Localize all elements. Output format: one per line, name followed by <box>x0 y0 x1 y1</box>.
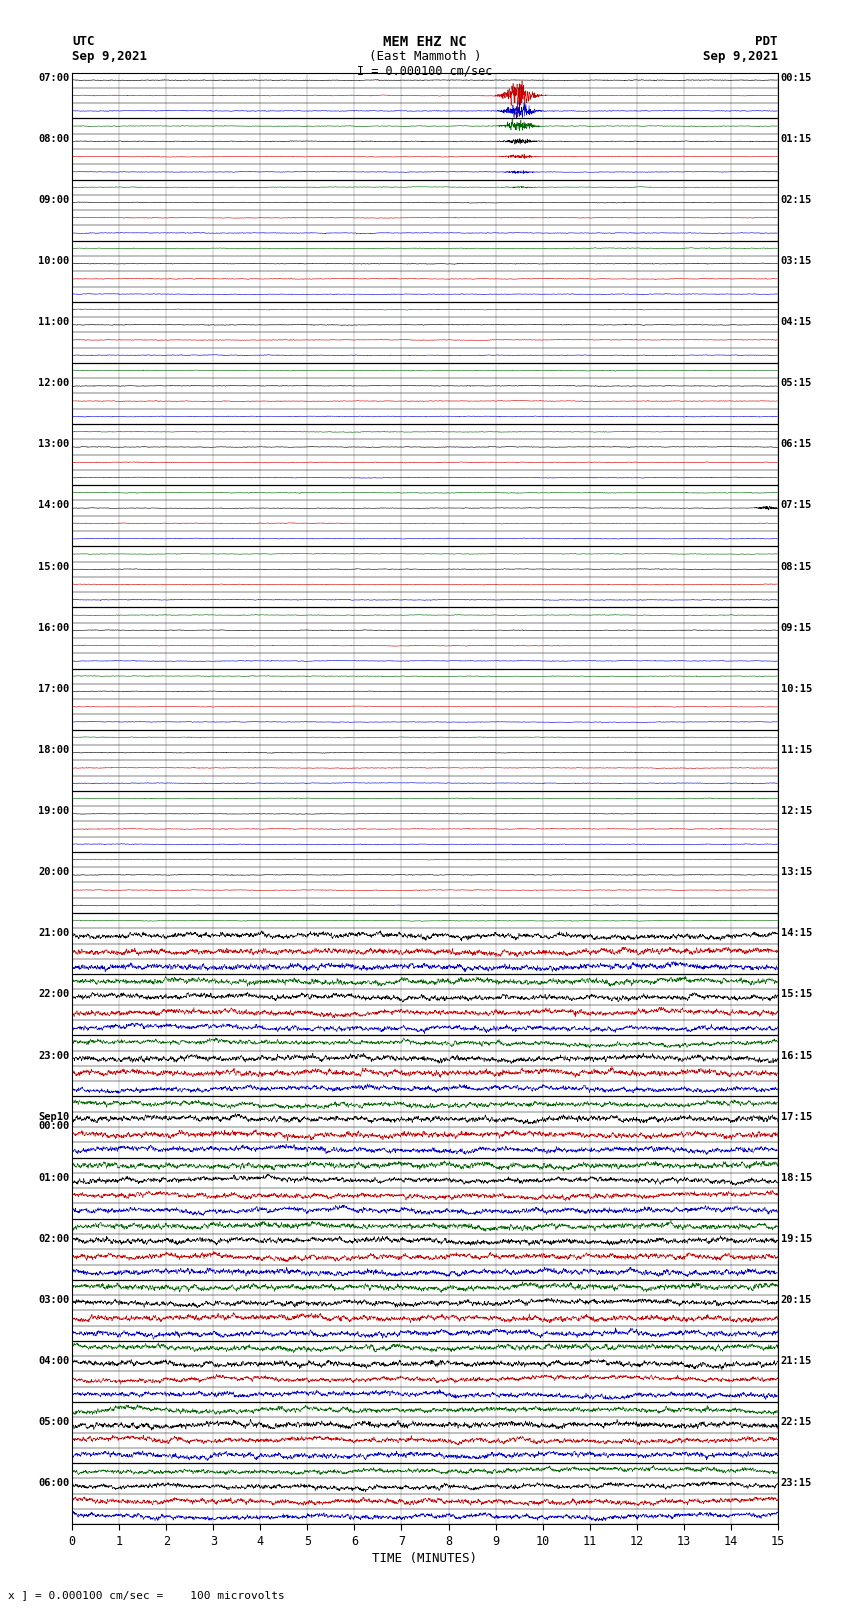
Text: 14:15: 14:15 <box>780 929 812 939</box>
Text: 07:15: 07:15 <box>780 500 812 510</box>
Text: 14:00: 14:00 <box>38 500 70 510</box>
Text: MEM EHZ NC: MEM EHZ NC <box>383 35 467 50</box>
Text: 05:00: 05:00 <box>38 1418 70 1428</box>
Text: 04:00: 04:00 <box>38 1357 70 1366</box>
Text: 11:00: 11:00 <box>38 318 70 327</box>
Text: 23:00: 23:00 <box>38 1050 70 1061</box>
Text: x ] = 0.000100 cm/sec =    100 microvolts: x ] = 0.000100 cm/sec = 100 microvolts <box>8 1590 286 1600</box>
Text: 20:15: 20:15 <box>780 1295 812 1305</box>
Text: 17:15: 17:15 <box>780 1111 812 1121</box>
Text: 21:15: 21:15 <box>780 1357 812 1366</box>
Text: 09:00: 09:00 <box>38 195 70 205</box>
Text: 21:00: 21:00 <box>38 929 70 939</box>
Text: 03:15: 03:15 <box>780 256 812 266</box>
Text: 06:15: 06:15 <box>780 439 812 450</box>
Text: 23:15: 23:15 <box>780 1479 812 1489</box>
Text: 10:00: 10:00 <box>38 256 70 266</box>
Text: 03:00: 03:00 <box>38 1295 70 1305</box>
Text: (East Mammoth ): (East Mammoth ) <box>369 50 481 63</box>
Text: 01:15: 01:15 <box>780 134 812 144</box>
Text: 15:15: 15:15 <box>780 989 812 1000</box>
Text: 20:00: 20:00 <box>38 868 70 877</box>
X-axis label: TIME (MINUTES): TIME (MINUTES) <box>372 1552 478 1565</box>
Text: 13:15: 13:15 <box>780 868 812 877</box>
Text: 11:15: 11:15 <box>780 745 812 755</box>
Text: PDT: PDT <box>756 35 778 48</box>
Text: Sep 9,2021: Sep 9,2021 <box>72 50 147 63</box>
Text: 04:15: 04:15 <box>780 318 812 327</box>
Text: 05:15: 05:15 <box>780 377 812 389</box>
Text: UTC: UTC <box>72 35 94 48</box>
Text: 15:00: 15:00 <box>38 561 70 571</box>
Text: 08:00: 08:00 <box>38 134 70 144</box>
Text: Sep 9,2021: Sep 9,2021 <box>703 50 778 63</box>
Text: 19:00: 19:00 <box>38 806 70 816</box>
Text: 07:00: 07:00 <box>38 73 70 82</box>
Text: 22:15: 22:15 <box>780 1418 812 1428</box>
Text: Sep10
00:00: Sep10 00:00 <box>38 1111 70 1131</box>
Text: 01:00: 01:00 <box>38 1173 70 1182</box>
Text: 12:15: 12:15 <box>780 806 812 816</box>
Text: 16:15: 16:15 <box>780 1050 812 1061</box>
Text: I = 0.000100 cm/sec: I = 0.000100 cm/sec <box>357 65 493 77</box>
Text: 22:00: 22:00 <box>38 989 70 1000</box>
Text: 16:00: 16:00 <box>38 623 70 632</box>
Text: 10:15: 10:15 <box>780 684 812 694</box>
Text: 08:15: 08:15 <box>780 561 812 571</box>
Text: 13:00: 13:00 <box>38 439 70 450</box>
Text: 06:00: 06:00 <box>38 1479 70 1489</box>
Text: 12:00: 12:00 <box>38 377 70 389</box>
Text: 09:15: 09:15 <box>780 623 812 632</box>
Text: 02:00: 02:00 <box>38 1234 70 1244</box>
Text: 18:15: 18:15 <box>780 1173 812 1182</box>
Text: 00:15: 00:15 <box>780 73 812 82</box>
Text: 18:00: 18:00 <box>38 745 70 755</box>
Text: 17:00: 17:00 <box>38 684 70 694</box>
Text: 02:15: 02:15 <box>780 195 812 205</box>
Text: 19:15: 19:15 <box>780 1234 812 1244</box>
